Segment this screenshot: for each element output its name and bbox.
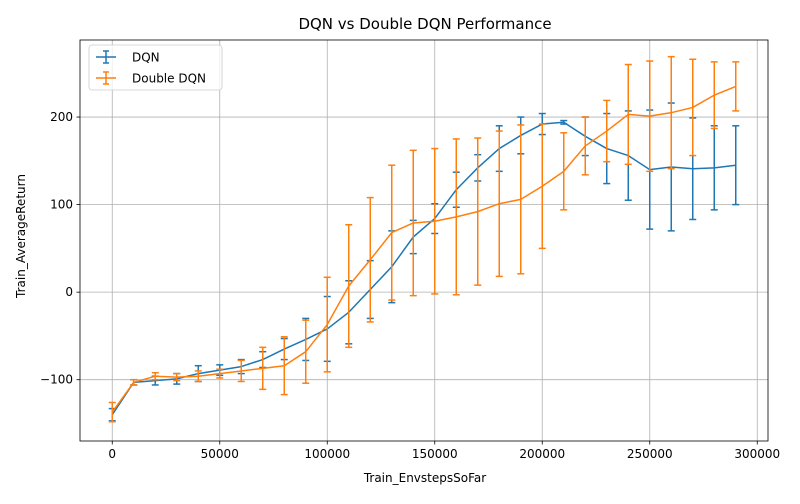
y-tick-label: 0 [65,285,73,299]
x-axis-label: Train_EnvstepsSoFar [363,471,486,485]
series-line [111,85,737,413]
axis-ticks: 0 50000 100000 150000 200000 250000 300000 −100… [40,110,780,461]
plot-frame [79,39,769,442]
legend-entry: DQN [96,50,160,65]
plot-background [80,40,768,441]
y-tick-label: 100 [50,198,73,212]
x-tick-label: 50000 [201,447,239,461]
chart-title: DQN vs Double DQN Performance [298,15,551,33]
plot-area [80,40,768,441]
x-tick-label: 200000 [519,447,565,461]
x-tick-label: 300000 [734,447,780,461]
plot-border [79,39,769,442]
series-layer [108,55,740,423]
legend-label: Double DQN [132,72,206,86]
x-tick-label: 250000 [627,447,673,461]
y-tick-label: −100 [40,373,73,387]
series-double-dqn [108,55,740,423]
x-tick-label: 100000 [304,447,350,461]
series-line [111,121,736,416]
y-axis-label: Train_AverageReturn [14,174,28,299]
legend: DQN Double DQN [88,44,223,91]
y-tick-label: 200 [50,110,73,124]
legend-entry: Double DQN [96,71,206,86]
legend-label: DQN [132,51,160,65]
x-tick-label: 0 [108,447,116,461]
legend-box [88,44,223,91]
x-tick-label: 150000 [412,447,458,461]
